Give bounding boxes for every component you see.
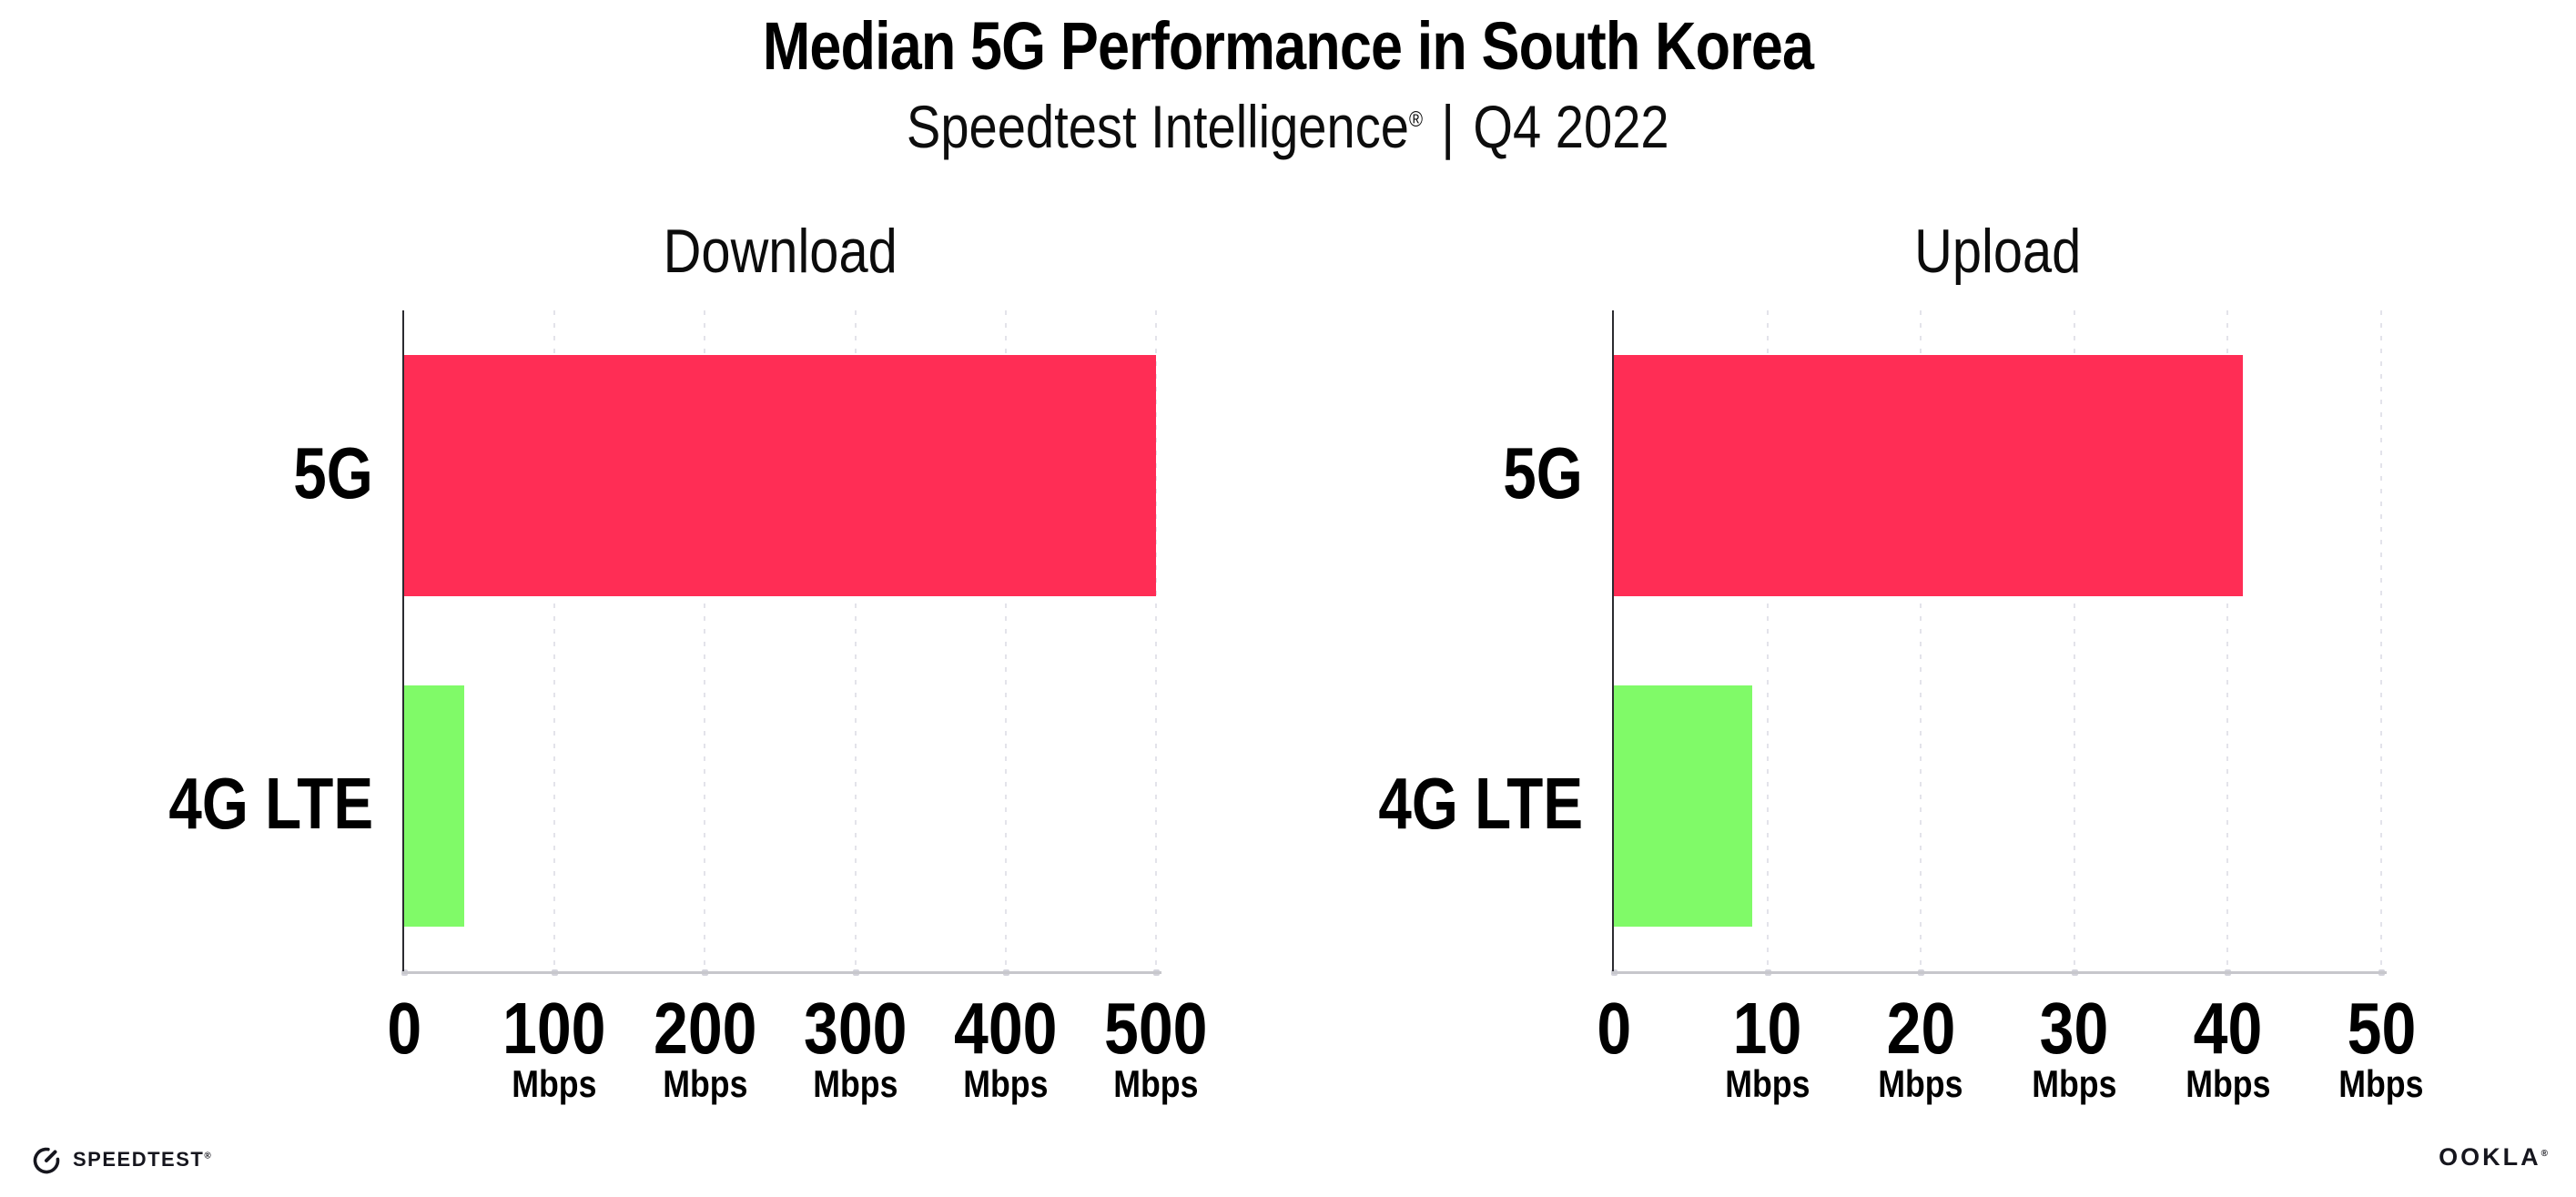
tick-unit-label: Mbps bbox=[674, 1065, 1038, 1103]
tick-unit-text: Mbps bbox=[2338, 1062, 2424, 1105]
tick-unit-text: Mbps bbox=[963, 1062, 1049, 1105]
tick-label: 30 bbox=[1892, 992, 2257, 1065]
bar-5g bbox=[1614, 355, 2244, 596]
tick-unit-label: Mbps bbox=[1892, 1065, 2257, 1103]
speedtest-gauge-icon bbox=[31, 1144, 62, 1175]
category-label-text: 5G bbox=[293, 431, 373, 513]
gridline bbox=[2380, 310, 2382, 971]
tick-label: 40 bbox=[2045, 992, 2409, 1065]
tick-label-text: 10 bbox=[1732, 988, 1802, 1069]
tick-label-text: 300 bbox=[803, 988, 908, 1069]
category-label-text: 4G LTE bbox=[168, 762, 373, 844]
chart-title-text: Download bbox=[663, 217, 898, 286]
tick-unit-label: Mbps bbox=[372, 1065, 736, 1103]
tick-label-text: 20 bbox=[1886, 988, 1955, 1069]
tick-label-text: 40 bbox=[2193, 988, 2263, 1069]
tick-label-text: 100 bbox=[502, 988, 606, 1069]
tick-unit-text: Mbps bbox=[512, 1062, 597, 1105]
tick-label: 0 bbox=[222, 992, 586, 1065]
tick-unit-label: Mbps bbox=[1739, 1065, 2103, 1103]
category-label-5g: 5G bbox=[1128, 431, 1583, 513]
tick-unit-text: Mbps bbox=[1724, 1062, 1810, 1105]
y-axis-line bbox=[402, 310, 404, 974]
tick-label-text: 30 bbox=[2039, 988, 2109, 1069]
tick-label-text: 0 bbox=[1597, 988, 1631, 1069]
tick-unit-text: Mbps bbox=[1113, 1062, 1199, 1105]
category-label-text: 5G bbox=[1503, 431, 1583, 513]
tick-label: 500 bbox=[974, 992, 1338, 1065]
gridline bbox=[1920, 310, 1922, 971]
bar-4g-lte bbox=[1614, 685, 1752, 927]
gridline bbox=[1155, 310, 1157, 971]
bar-5g bbox=[404, 355, 1156, 596]
tick-unit-label: Mbps bbox=[824, 1065, 1188, 1103]
tick-label: 200 bbox=[522, 992, 887, 1065]
chart-title: Upload bbox=[1452, 220, 2544, 282]
tick-unit-label: Mbps bbox=[1586, 1065, 1950, 1103]
tick-unit-text: Mbps bbox=[2032, 1062, 2117, 1105]
gridline bbox=[2073, 310, 2075, 971]
tick-label: 50 bbox=[2199, 992, 2563, 1065]
ookla-logo: OOKLA® bbox=[2277, 1145, 2551, 1170]
tick-label: 400 bbox=[824, 992, 1188, 1065]
registered-mark: ® bbox=[2541, 1149, 2551, 1159]
category-label-5g: 5G bbox=[0, 431, 373, 513]
gridline bbox=[553, 310, 556, 971]
page-subtitle: Speedtest Intelligence® | Q4 2022 bbox=[0, 96, 2576, 157]
category-label-4g-lte: 4G LTE bbox=[1128, 762, 1583, 844]
subtitle-brand: Speedtest Intelligence bbox=[907, 93, 1410, 160]
tick-label-text: 200 bbox=[653, 988, 757, 1069]
gridline bbox=[704, 310, 706, 971]
category-label-4g-lte: 4G LTE bbox=[0, 762, 373, 844]
tick-unit-label: Mbps bbox=[522, 1065, 887, 1103]
y-axis-line bbox=[1612, 310, 1614, 974]
tick-label: 300 bbox=[674, 992, 1038, 1065]
tick-label: 0 bbox=[1432, 992, 1796, 1065]
bar-4g-lte bbox=[404, 685, 465, 927]
tick-label-text: 500 bbox=[1104, 988, 1208, 1069]
tick-unit-text: Mbps bbox=[1878, 1062, 1963, 1105]
gridline bbox=[1004, 310, 1007, 971]
tick-label: 10 bbox=[1586, 992, 1950, 1065]
subtitle-divider: | bbox=[1441, 93, 1455, 160]
page-title: Median 5G Performance in South Korea bbox=[0, 13, 2576, 80]
page-title-text: Median 5G Performance in South Korea bbox=[762, 8, 1814, 84]
registered-mark: ® bbox=[1409, 107, 1424, 132]
tick-unit-label: Mbps bbox=[2045, 1065, 2409, 1103]
tick-label: 20 bbox=[1739, 992, 2103, 1065]
gridline bbox=[854, 310, 857, 971]
gridline bbox=[2226, 310, 2229, 971]
tick-label: 100 bbox=[372, 992, 736, 1065]
tick-label-text: 0 bbox=[387, 988, 421, 1069]
tick-unit-text: Mbps bbox=[2185, 1062, 2270, 1105]
chart-title-text: Upload bbox=[1913, 217, 2082, 286]
tick-label-text: 400 bbox=[954, 988, 1058, 1069]
tick-unit-text: Mbps bbox=[662, 1062, 747, 1105]
page-subtitle-text: Speedtest Intelligence® | Q4 2022 bbox=[907, 96, 1669, 157]
x-axis-line bbox=[402, 971, 1161, 974]
ookla-wordmark: OOKLA® bbox=[2439, 1143, 2551, 1171]
chart-title: Download bbox=[234, 220, 1326, 282]
tick-unit-label: Mbps bbox=[974, 1065, 1338, 1103]
tick-unit-label: Mbps bbox=[2199, 1065, 2563, 1103]
registered-mark: ® bbox=[204, 1151, 213, 1161]
subtitle-period: Q4 2022 bbox=[1473, 93, 1669, 160]
speedtest-wordmark: SPEEDTEST® bbox=[73, 1148, 213, 1171]
speedtest-logo: SPEEDTEST® bbox=[31, 1142, 212, 1177]
gridline bbox=[1766, 310, 1769, 971]
tick-label-text: 50 bbox=[2347, 988, 2416, 1069]
category-label-text: 4G LTE bbox=[1378, 762, 1583, 844]
tick-unit-text: Mbps bbox=[812, 1062, 898, 1105]
x-axis-line bbox=[1612, 971, 2387, 974]
